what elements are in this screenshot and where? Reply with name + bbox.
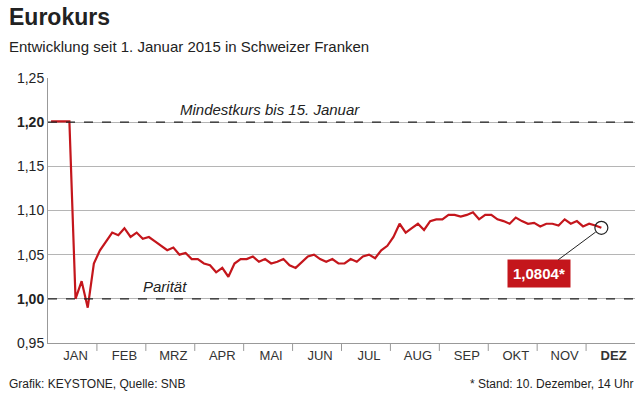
svg-text:1,20: 1,20 bbox=[17, 114, 44, 130]
svg-text:NOV: NOV bbox=[551, 348, 580, 363]
svg-text:Eurokurs: Eurokurs bbox=[9, 4, 110, 30]
svg-text:* Stand: 10. Dezember, 14 Uhr: * Stand: 10. Dezember, 14 Uhr bbox=[470, 377, 633, 391]
svg-text:1,00: 1,00 bbox=[17, 291, 44, 307]
svg-text:APR: APR bbox=[209, 348, 236, 363]
svg-text:MAI: MAI bbox=[260, 348, 283, 363]
svg-text:1,15: 1,15 bbox=[17, 158, 44, 174]
svg-text:JUL: JUL bbox=[357, 348, 380, 363]
svg-text:AUG: AUG bbox=[404, 348, 432, 363]
svg-text:MRZ: MRZ bbox=[159, 348, 187, 363]
svg-text:0,95: 0,95 bbox=[17, 335, 44, 351]
svg-text:Entwicklung seit 1. Januar 201: Entwicklung seit 1. Januar 2015 in Schwe… bbox=[9, 38, 369, 55]
svg-text:Parität: Parität bbox=[143, 278, 187, 295]
svg-text:FEB: FEB bbox=[112, 348, 137, 363]
svg-text:1,05: 1,05 bbox=[17, 247, 44, 263]
svg-text:Mindestkurs bis 15. Januar: Mindestkurs bis 15. Januar bbox=[180, 101, 360, 118]
svg-text:JAN: JAN bbox=[63, 348, 88, 363]
svg-text:1,25: 1,25 bbox=[17, 70, 44, 86]
svg-text:1,10: 1,10 bbox=[17, 202, 44, 218]
svg-text:OKT: OKT bbox=[502, 348, 529, 363]
svg-text:1,0804*: 1,0804* bbox=[513, 265, 565, 282]
svg-text:Grafik: KEYSTONE, Quelle: SNB: Grafik: KEYSTONE, Quelle: SNB bbox=[9, 377, 186, 391]
svg-text:SEP: SEP bbox=[454, 348, 480, 363]
svg-text:DEZ: DEZ bbox=[601, 348, 627, 363]
svg-text:JUN: JUN bbox=[307, 348, 332, 363]
